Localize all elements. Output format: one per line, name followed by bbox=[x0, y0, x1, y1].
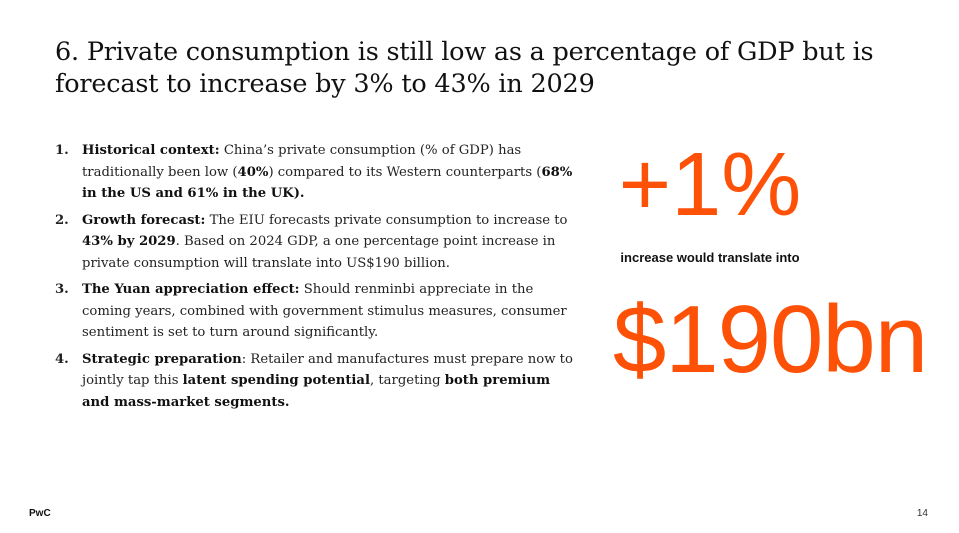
key-point-emphasis: 40% bbox=[237, 164, 269, 180]
key-point-number: 1. bbox=[55, 143, 69, 158]
key-point-item: 4. Strategic preparation: Retailer and ma… bbox=[55, 349, 580, 414]
key-point-emphasis: Growth forecast: bbox=[82, 212, 206, 228]
key-point-item: 3. The Yuan appreciation effect: Should r… bbox=[55, 279, 580, 344]
key-point-text: . Based on 2024 GDP, a one percentage po… bbox=[82, 234, 556, 271]
highlight-amount: $190bn bbox=[612, 286, 928, 393]
key-point-emphasis: 43% by 2029 bbox=[82, 234, 176, 249]
key-point-emphasis: The Yuan appreciation effect: bbox=[82, 282, 300, 297]
highlight-caption: increase would translate into bbox=[620, 250, 800, 265]
key-point-number: 4. bbox=[55, 351, 69, 367]
key-point-emphasis: both premium and mass-market segments. bbox=[82, 373, 551, 410]
key-point-emphasis: latent spending potential bbox=[182, 373, 370, 388]
slide-title: 6. Private consumption is still low as a… bbox=[55, 37, 874, 99]
key-point-number: 2. bbox=[55, 212, 69, 228]
key-point-text: ) compared to its Western counterparts ( bbox=[268, 164, 542, 180]
key-point-text: , targeting bbox=[369, 373, 445, 388]
key-points-list: 1. Historical context: China’s private co… bbox=[55, 140, 580, 418]
key-point-item: 1. Historical context: China’s private co… bbox=[55, 140, 580, 205]
key-point-text: : Retailer and manufactures must prepare… bbox=[82, 351, 573, 389]
key-point-text: The EIU forecasts private consumption to… bbox=[205, 212, 568, 228]
key-point-emphasis: 68% in the US and 61% in the UK). bbox=[82, 164, 573, 202]
page-number: 14 bbox=[916, 508, 928, 519]
key-point-emphasis: Historical context: bbox=[82, 143, 220, 158]
footer-brand: PwC bbox=[29, 508, 51, 519]
key-point-number: 3. bbox=[55, 282, 69, 297]
key-point-text: Should renminbi appreciate in the coming… bbox=[82, 282, 567, 340]
key-point-text: China’s private consumption (% of GDP) h… bbox=[82, 143, 522, 180]
key-point-emphasis: Strategic preparation bbox=[82, 351, 242, 367]
highlight-percent: +1% bbox=[618, 135, 802, 235]
key-point-item: 2. Growth forecast: The EIU forecasts pri… bbox=[55, 210, 580, 275]
